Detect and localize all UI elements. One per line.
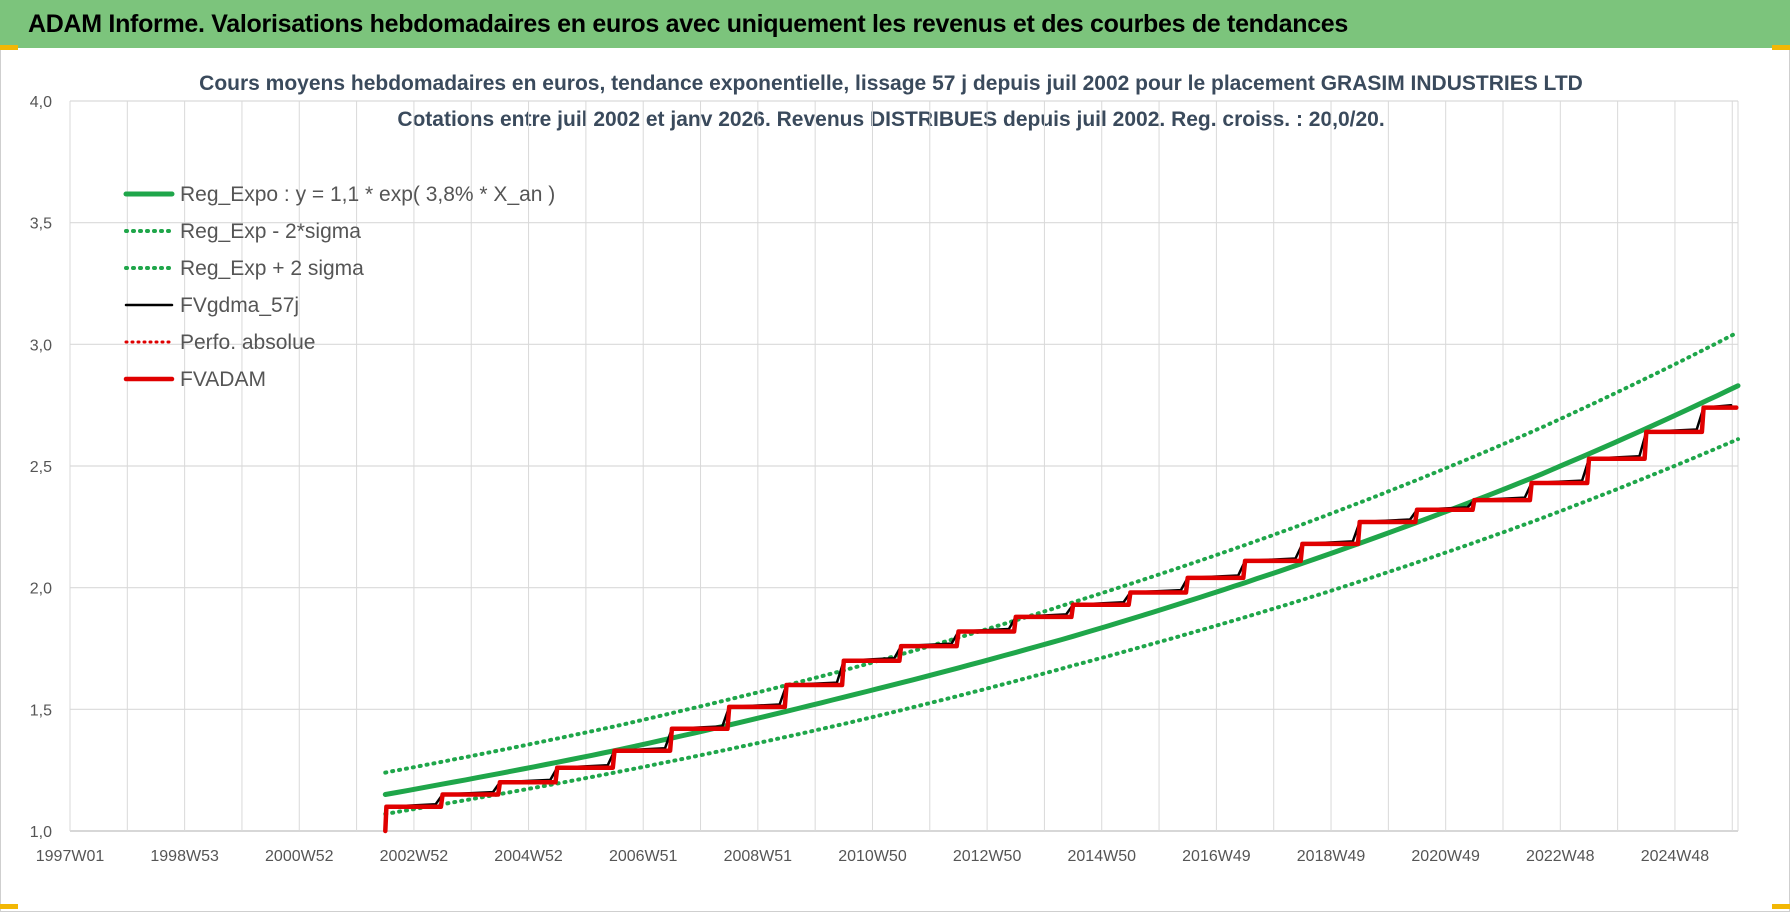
x-tick-label: 2000W52: [265, 848, 334, 865]
x-tick-label: 2006W51: [609, 848, 678, 865]
x-tick-label: 1998W53: [150, 848, 219, 865]
series-line: [384, 403, 1733, 833]
axis-ticks: 1,0 1,5 2,0 2,5 3,0 3,5 4,0 1997W01 1998W53 2000W…: [30, 94, 1710, 865]
y-tick-label: 1,5: [30, 702, 52, 719]
x-tick-label: 2022W48: [1526, 848, 1595, 865]
series-line: [383, 330, 1740, 775]
x-tick-label: 2002W52: [380, 848, 449, 865]
chart-subtitle: Cotations entre juil 2002 et janv 2026. …: [397, 108, 1384, 131]
x-tick-label: 2004W52: [494, 848, 563, 865]
x-tick-label: 2016W49: [1182, 848, 1251, 865]
x-tick-label: 2018W49: [1297, 848, 1366, 865]
chart-title: Cours moyens hebdomadaires en euros, ten…: [199, 72, 1583, 95]
legend-label: Reg_Exp + 2 sigma: [180, 257, 364, 280]
x-tick-label: 2010W50: [838, 848, 907, 865]
corner-marker: [1772, 45, 1790, 50]
legend: Reg_Expo : y = 1,1 * exp( 3,8% * X_an ) R…: [123, 183, 555, 391]
y-tick-label: 1,0: [30, 824, 52, 841]
corner-marker: [0, 45, 18, 50]
corner-marker: [1772, 904, 1790, 909]
x-tick-label: 2024W48: [1641, 848, 1710, 865]
series-line: [383, 405, 1739, 834]
legend-label: FVADAM: [180, 368, 266, 391]
y-tick-label: 2,0: [30, 581, 52, 598]
legend-label: Reg_Expo : y = 1,1 * exp( 3,8% * X_an ): [180, 183, 555, 206]
legend-label: Reg_Exp - 2*sigma: [180, 220, 361, 243]
page-title: ADAM Informe. Valorisations hebdomadaire…: [28, 9, 1349, 38]
y-tick-label: 2,5: [30, 459, 52, 476]
x-tick-label: 2020W49: [1411, 848, 1480, 865]
corner-marker: [0, 904, 18, 909]
legend-label: Perfo. absolue: [180, 331, 315, 354]
y-tick-label: 3,5: [30, 216, 52, 233]
grid: [69, 100, 1739, 832]
series-line: [383, 437, 1740, 816]
x-tick-label: 1997W01: [36, 848, 105, 865]
y-tick-label: 4,0: [30, 94, 52, 111]
title-bar: ADAM Informe. Valorisations hebdomadaire…: [0, 0, 1790, 48]
x-tick-label: 2014W50: [1068, 848, 1137, 865]
legend-label: FVgdma_57j: [180, 294, 299, 317]
y-tick-label: 3,0: [30, 337, 52, 354]
x-tick-label: 2012W50: [953, 848, 1022, 865]
series-layer: [382, 330, 1741, 834]
series-line: [382, 383, 1741, 797]
x-tick-label: 2008W51: [724, 848, 793, 865]
